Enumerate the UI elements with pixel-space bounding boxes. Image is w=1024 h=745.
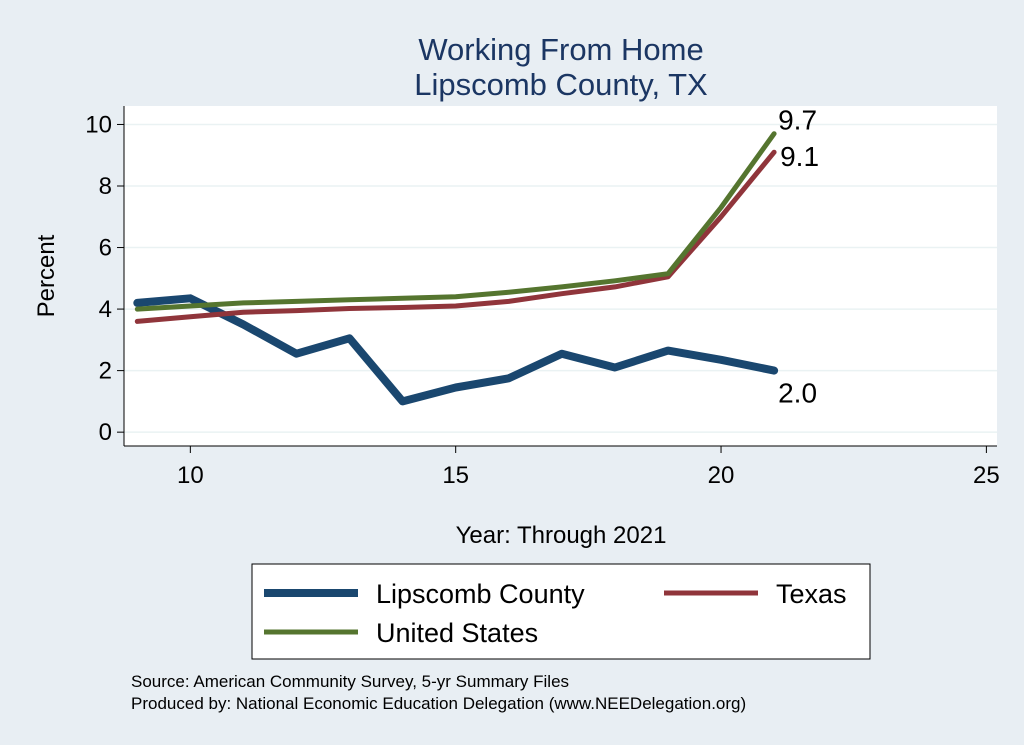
legend: Lipscomb County Texas United States xyxy=(251,563,871,660)
y-tick-label: 10 xyxy=(85,111,112,138)
y-tick-label: 6 xyxy=(99,235,112,262)
y-tick-label: 2 xyxy=(99,358,112,385)
x-tick-label: 15 xyxy=(442,462,469,489)
end-label-lipscomb-county: 2.0 xyxy=(778,378,817,409)
end-label-texas: 9.1 xyxy=(780,141,819,172)
legend-label-texas: Texas xyxy=(776,579,847,609)
y-tick-label: 4 xyxy=(99,296,112,323)
series-lines xyxy=(133,131,779,406)
legend-box xyxy=(251,563,871,660)
legend-label-lipscomb-county: Lipscomb County xyxy=(376,579,585,609)
x-axis-title: Year: Through 2021 xyxy=(456,522,667,549)
chart-title-line-2: Lipscomb County, TX xyxy=(414,67,708,102)
series-line-united-states xyxy=(134,131,777,312)
legend-label-united-states: United States xyxy=(376,618,538,648)
end-label-united-states: 9.7 xyxy=(778,105,817,136)
x-tick-label: 10 xyxy=(177,462,204,489)
source-line-2: Produced by: National Economic Education… xyxy=(131,694,746,713)
series-line-texas xyxy=(134,149,777,324)
y-tick-label: 0 xyxy=(99,419,112,446)
plot-area xyxy=(124,106,997,446)
end-labels: 2.0 9.1 9.7 xyxy=(778,105,819,409)
series-line-lipscomb-county xyxy=(133,294,779,406)
x-tick-label: 20 xyxy=(708,462,735,489)
axes: 0 2 4 6 8 10 10 15 20 25 xyxy=(85,106,1000,489)
y-tick-label: 8 xyxy=(99,173,112,200)
source-line-1: Source: American Community Survey, 5-yr … xyxy=(131,672,569,691)
chart-title-line-1: Working From Home xyxy=(418,32,703,67)
y-axis-title: Percent xyxy=(33,234,60,317)
x-tick-label: 25 xyxy=(973,462,1000,489)
